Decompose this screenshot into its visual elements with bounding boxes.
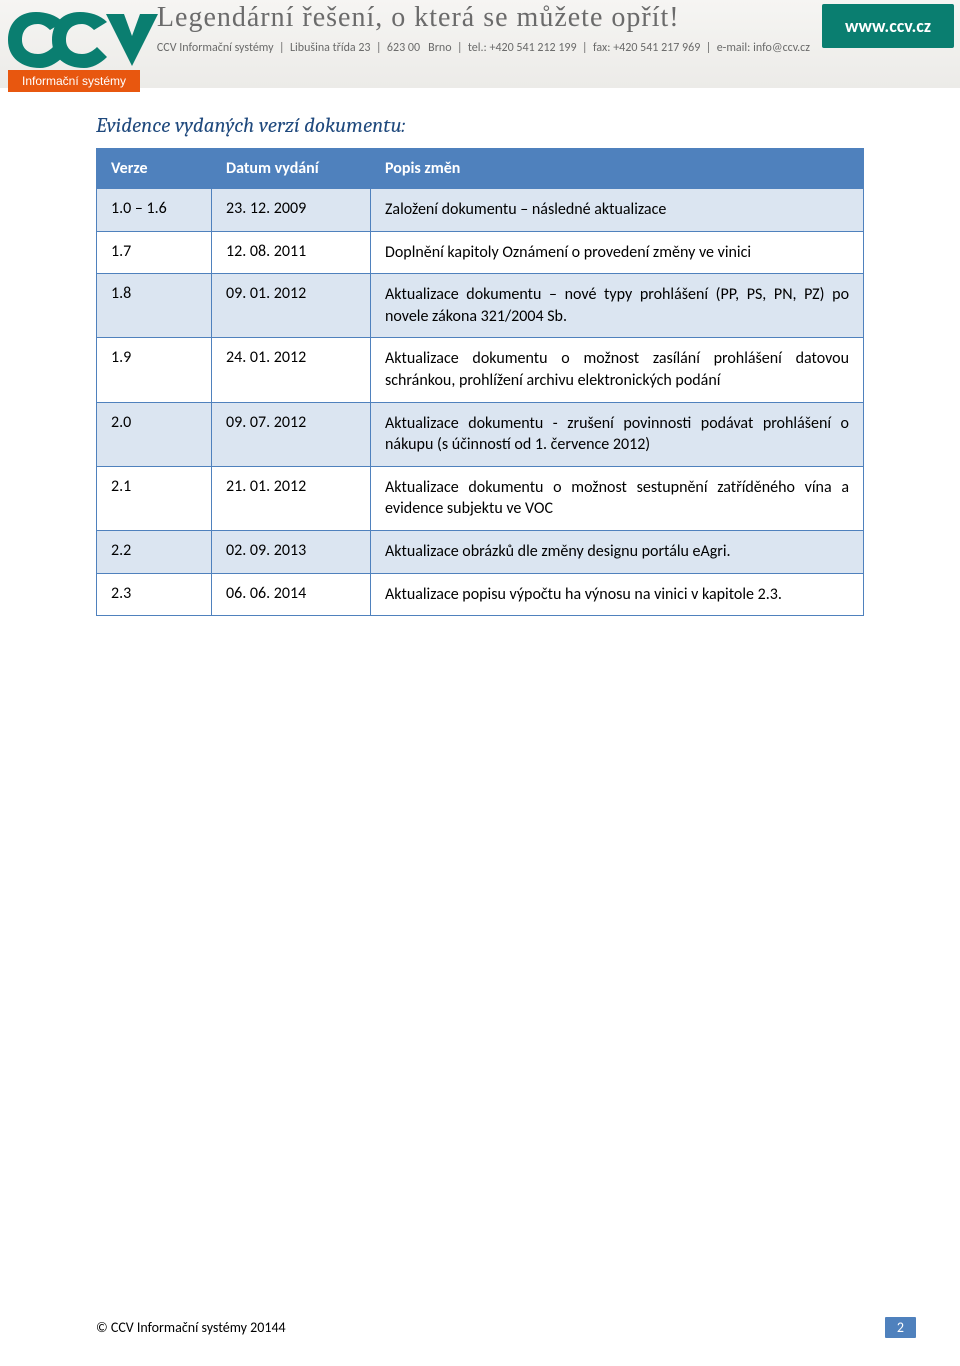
site-pill: www.ccv.cz — [822, 4, 954, 48]
city: Brno — [428, 41, 451, 55]
tagline: Legendární řešení, o která se můžete opř… — [157, 4, 810, 32]
table-row: 1.7 12. 08. 2011 Doplnění kapitoly Oznám… — [97, 231, 864, 274]
cell-version: 2.3 — [97, 573, 212, 616]
tel-label: tel.: — [468, 41, 487, 55]
table-row: 1.8 09. 01. 2012 Aktualizace dokumentu –… — [97, 274, 864, 338]
col-desc: Popis změn — [371, 149, 864, 189]
cell-desc: Aktualizace dokumentu o možnost zasílání… — [371, 338, 864, 402]
cell-version: 1.9 — [97, 338, 212, 402]
cell-date: 23. 12. 2009 — [212, 189, 371, 232]
table-row: 2.3 06. 06. 2014 Aktualizace popisu výpo… — [97, 573, 864, 616]
cell-version: 1.0 – 1.6 — [97, 189, 212, 232]
page-header: Informační systémy Legendární řešení, o … — [0, 0, 960, 88]
cell-version: 2.1 — [97, 466, 212, 530]
cell-version: 2.0 — [97, 402, 212, 466]
content-area: Evidence vydaných verzí dokumentu: Verze… — [0, 88, 960, 616]
cell-desc: Doplnění kapitoly Oznámení o provedení z… — [371, 231, 864, 274]
site-url: www.ccv.cz — [845, 15, 931, 37]
logo: Informační systémy — [0, 0, 139, 88]
page: Informační systémy Legendární řešení, o … — [0, 0, 960, 1366]
cell-date: 24. 01. 2012 — [212, 338, 371, 402]
section-title: Evidence vydaných verzí dokumentu: — [96, 114, 864, 138]
table-row: 1.9 24. 01. 2012 Aktualizace dokumentu o… — [97, 338, 864, 402]
col-version: Verze — [97, 149, 212, 189]
company-name: CCV Informační systémy — [157, 41, 274, 55]
zip: 623 00 — [387, 41, 420, 55]
table-header-row: Verze Datum vydání Popis změn — [97, 149, 864, 189]
cell-version: 2.2 — [97, 530, 212, 573]
cell-desc: Založení dokumentu – následné aktualizac… — [371, 189, 864, 232]
ccv-logo-icon: Informační systémy — [0, 0, 172, 106]
cell-date: 09. 07. 2012 — [212, 402, 371, 466]
table-row: 1.0 – 1.6 23. 12. 2009 Založení dokument… — [97, 189, 864, 232]
table-row: 2.1 21. 01. 2012 Aktualizace dokumentu o… — [97, 466, 864, 530]
tel: +420 541 212 199 — [489, 41, 576, 55]
logo-subtext: Informační systémy — [22, 74, 126, 88]
col-date: Datum vydání — [212, 149, 371, 189]
cell-date: 06. 06. 2014 — [212, 573, 371, 616]
table-row: 2.2 02. 09. 2013 Aktualizace obrázků dle… — [97, 530, 864, 573]
cell-desc: Aktualizace obrázků dle změny designu po… — [371, 530, 864, 573]
address: Libušina třída 23 — [290, 41, 371, 55]
versions-table: Verze Datum vydání Popis změn 1.0 – 1.6 … — [96, 148, 864, 616]
cell-date: 12. 08. 2011 — [212, 231, 371, 274]
cell-date: 09. 01. 2012 — [212, 274, 371, 338]
fax-label: fax: — [593, 41, 610, 55]
page-footer: © CCV Informační systémy 20144 2 — [96, 1317, 916, 1338]
cell-desc: Aktualizace dokumentu - zrušení povinnos… — [371, 402, 864, 466]
header-center: Legendární řešení, o která se můžete opř… — [139, 0, 822, 88]
copyright: © CCV Informační systémy 20144 — [96, 1319, 286, 1336]
cell-version: 1.8 — [97, 274, 212, 338]
cell-desc: Aktualizace popisu výpočtu ha výnosu na … — [371, 573, 864, 616]
fax: +420 541 217 969 — [613, 41, 700, 55]
cell-version: 1.7 — [97, 231, 212, 274]
cell-desc: Aktualizace dokumentu o možnost sestupně… — [371, 466, 864, 530]
contact-line: CCV Informační systémy | Libušina třída … — [157, 41, 810, 55]
cell-desc: Aktualizace dokumentu – nové typy prohlá… — [371, 274, 864, 338]
table-row: 2.0 09. 07. 2012 Aktualizace dokumentu -… — [97, 402, 864, 466]
cell-date: 21. 01. 2012 — [212, 466, 371, 530]
page-number-badge: 2 — [885, 1317, 916, 1338]
email: info@ccv.cz — [753, 41, 810, 55]
cell-date: 02. 09. 2013 — [212, 530, 371, 573]
email-label: e-mail: — [717, 41, 751, 55]
